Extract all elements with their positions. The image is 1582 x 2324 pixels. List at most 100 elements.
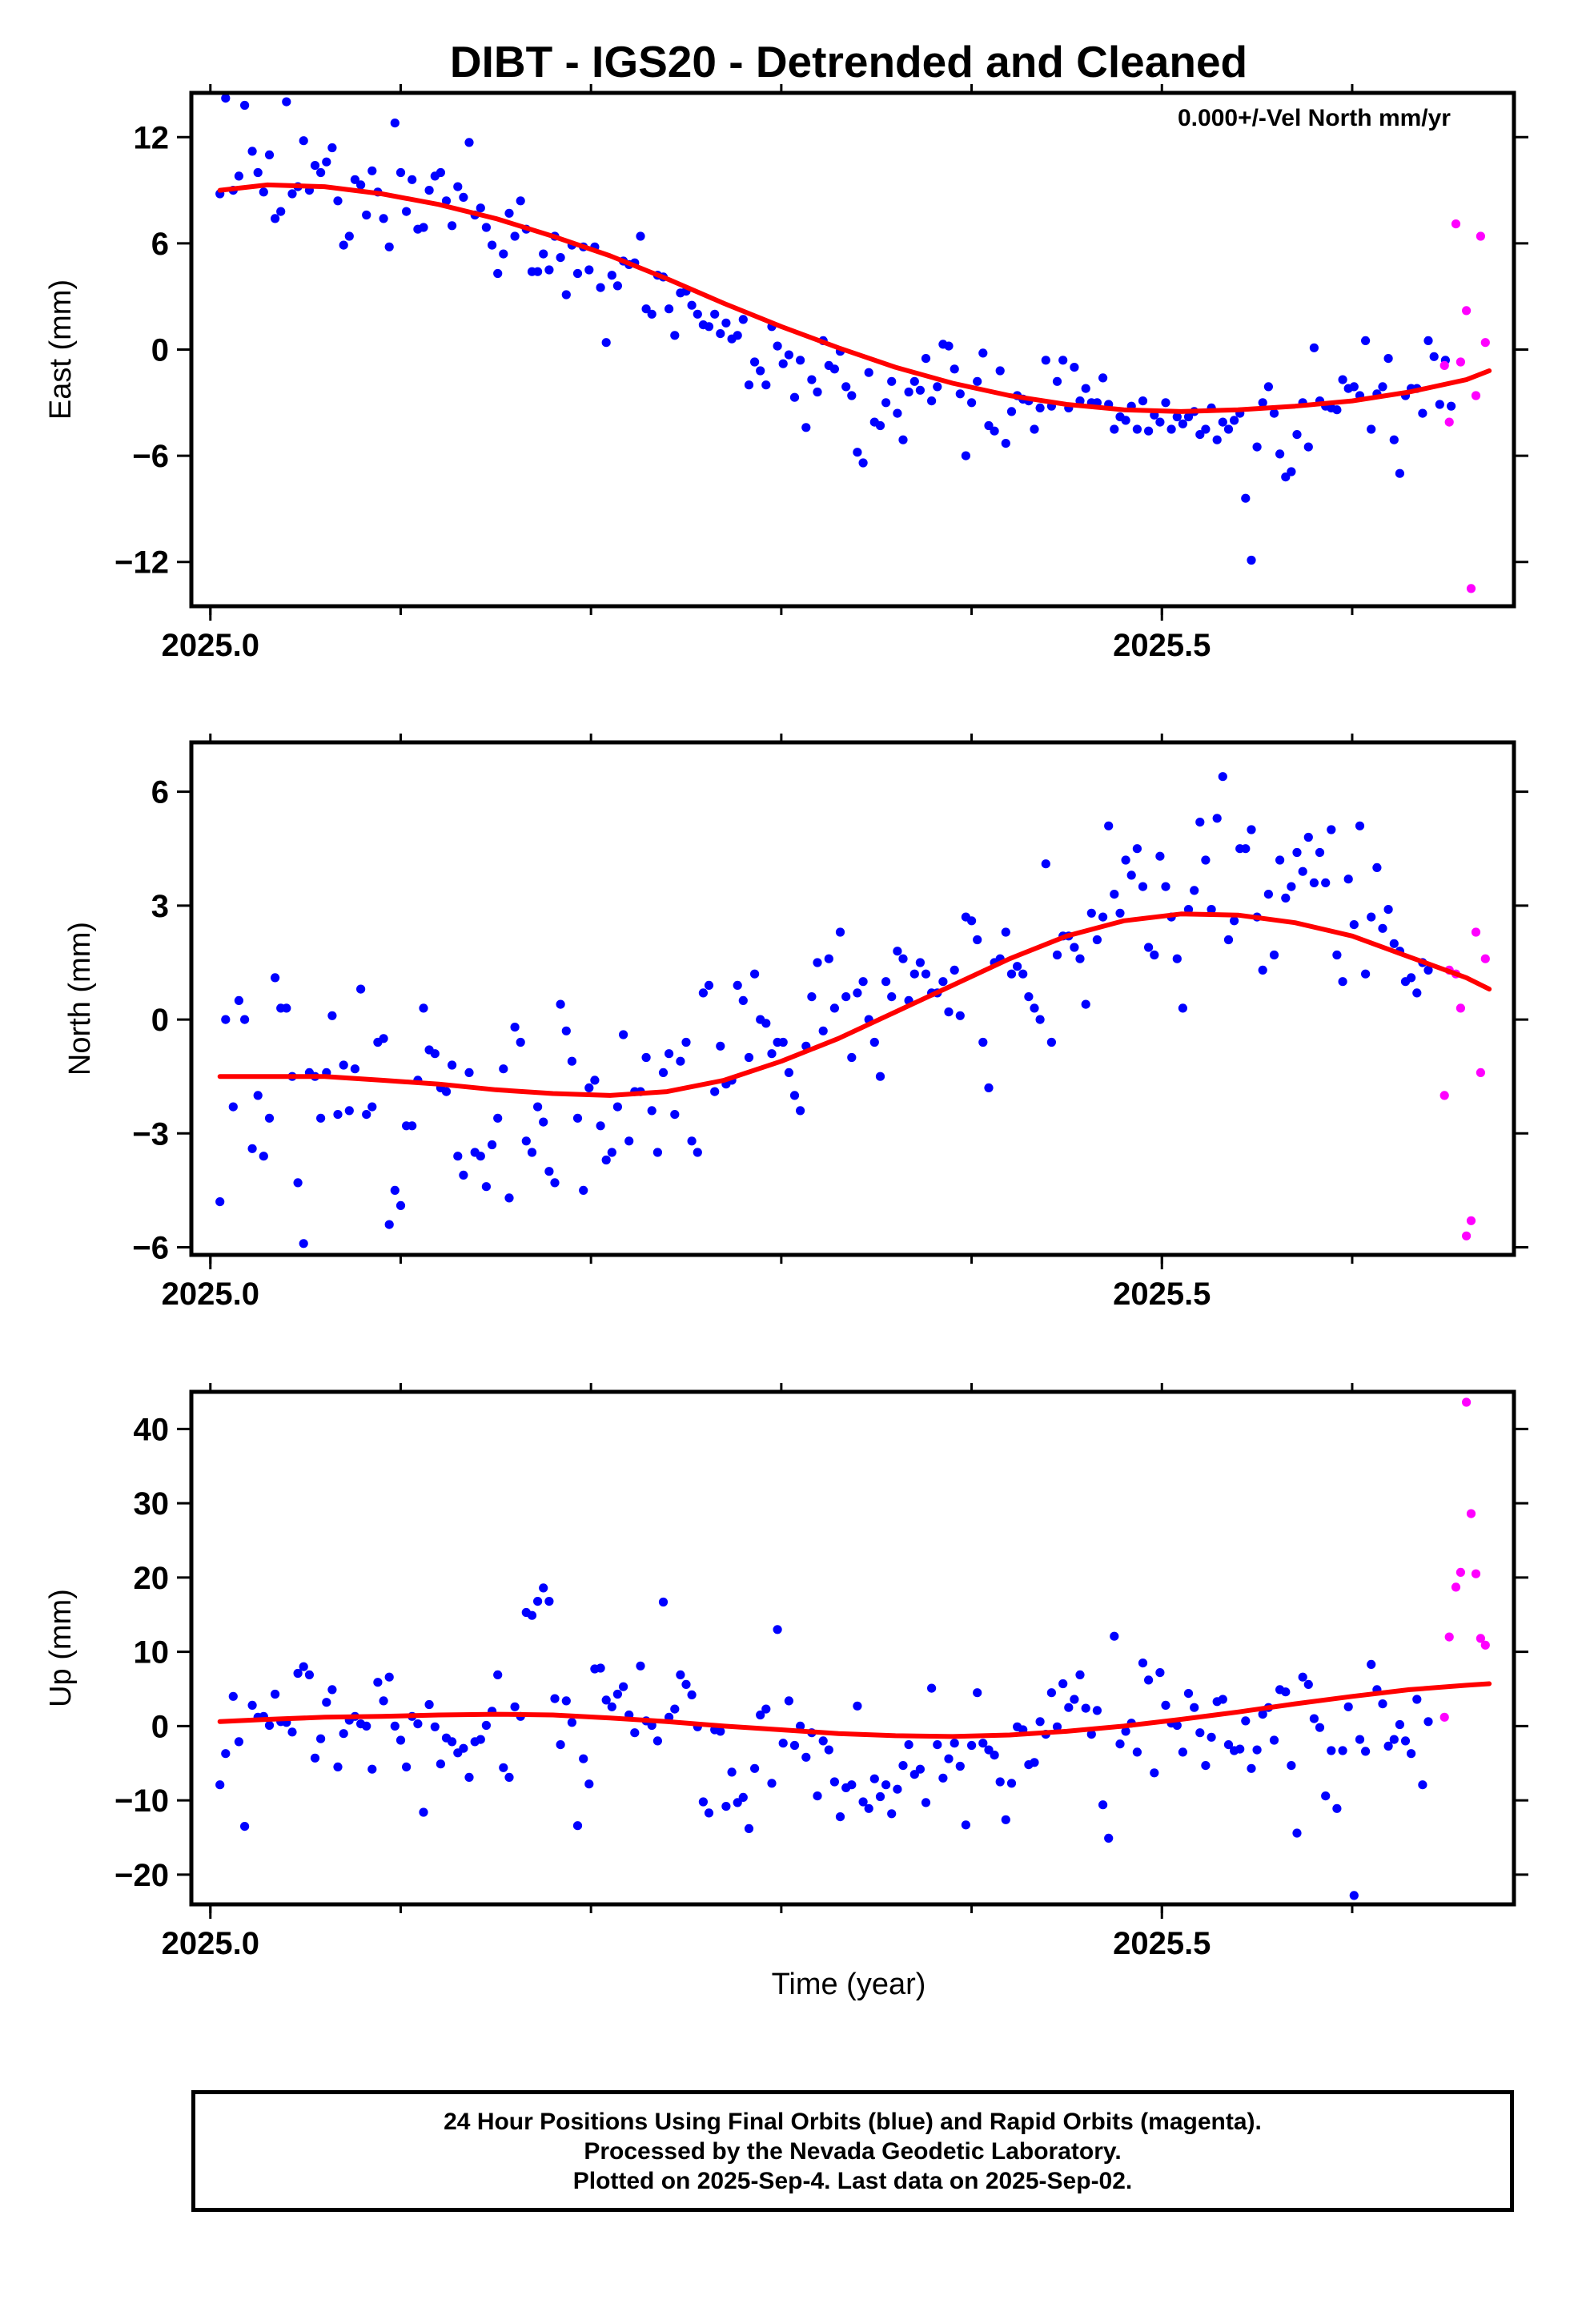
north-final-point <box>1081 999 1090 1009</box>
north-final-point <box>1269 950 1279 960</box>
east-final-point <box>333 196 343 206</box>
east-rapid-point <box>1439 360 1449 370</box>
east-final-point <box>744 380 754 390</box>
east-final-point <box>584 265 594 275</box>
up-final-point <box>1183 1689 1194 1699</box>
east-final-point <box>464 138 474 147</box>
up-rapid-point <box>1439 1712 1449 1722</box>
east-final-point <box>1121 416 1130 425</box>
east-final-point <box>853 448 862 457</box>
east-final-point <box>1218 417 1227 427</box>
up-final-point <box>875 1791 885 1802</box>
east-final-point <box>481 223 492 232</box>
up-final-point <box>898 1761 908 1771</box>
up-final-point <box>909 1770 919 1779</box>
up-final-point <box>1190 1703 1199 1712</box>
north-rapid-point <box>1456 1003 1465 1013</box>
east-final-point <box>259 187 268 197</box>
up-final-point <box>864 1803 873 1813</box>
north-final-point <box>835 927 845 937</box>
up-ticks: 2025.0 2025.5 40 30 20 10 0 −10 −20 <box>114 1383 1528 1961</box>
up-final-point <box>1383 1741 1393 1751</box>
north-final-point <box>1183 905 1194 915</box>
east-final-point <box>1367 424 1376 434</box>
north-final-point <box>624 1136 634 1146</box>
east-final-point <box>1201 424 1211 434</box>
north-final-point <box>1338 977 1347 987</box>
north-rapid-point <box>1462 1231 1472 1240</box>
up-y-tick-label: 30 <box>134 1486 170 1522</box>
north-final-point <box>658 1068 669 1077</box>
east-final-point <box>784 350 794 360</box>
north-final-point <box>430 1049 440 1059</box>
north-final-point <box>350 1064 359 1074</box>
up-final-point <box>464 1772 474 1782</box>
north-final-point <box>1121 855 1130 865</box>
north-final-point <box>1126 870 1136 880</box>
up-final-point <box>984 1745 994 1755</box>
up-final-point <box>1121 1727 1130 1736</box>
east-final-point <box>1166 424 1176 434</box>
east-final-point <box>778 359 788 368</box>
up-final-point <box>533 1597 543 1606</box>
north-final-point <box>1178 1003 1187 1013</box>
up-final-point <box>1086 1730 1096 1739</box>
up-final-point <box>1418 1780 1427 1790</box>
north-final-point <box>665 1049 674 1059</box>
north-final-point <box>556 999 565 1009</box>
east-final-point <box>1035 403 1045 412</box>
timeseries-chart: DIBT - IGS20 - Detrended and Cleaned 202… <box>44 37 1528 2001</box>
up-final-point <box>271 1689 280 1699</box>
east-final-point <box>1001 439 1010 448</box>
east-final-point <box>510 231 520 241</box>
east-rapid-point <box>1480 338 1490 348</box>
up-final-point <box>584 1779 594 1789</box>
up-final-point <box>658 1597 669 1607</box>
east-final-point <box>710 309 720 319</box>
up-final-point <box>750 1763 760 1773</box>
north-final-point <box>601 1155 611 1165</box>
east-final-point <box>944 341 954 351</box>
north-final-point <box>344 1106 354 1116</box>
north-final-point <box>767 1049 777 1059</box>
up-final-point <box>1235 1744 1245 1754</box>
up-final-point <box>493 1670 503 1679</box>
up-final-point <box>738 1792 748 1802</box>
north-final-point <box>1223 935 1234 945</box>
up-final-point <box>1269 1735 1279 1745</box>
north-final-point <box>1172 954 1182 963</box>
up-final-point <box>698 1797 709 1807</box>
north-final-point <box>259 1152 268 1161</box>
east-final-point <box>441 196 452 206</box>
east-final-point <box>1161 398 1170 408</box>
up-y-tick-label: 0 <box>151 1709 169 1744</box>
north-final-point <box>1086 908 1096 918</box>
up-final-point <box>813 1791 822 1801</box>
east-final-point <box>276 207 286 216</box>
east-final-point <box>875 420 885 431</box>
east-final-point <box>299 136 308 146</box>
north-rapid-point <box>1466 1216 1476 1225</box>
up-final-point <box>436 1759 446 1769</box>
north-final-point <box>271 973 280 983</box>
up-final-point <box>1321 1791 1331 1801</box>
east-final-point <box>247 147 257 156</box>
up-final-point <box>904 1740 913 1750</box>
up-final-point <box>704 1808 714 1818</box>
east-final-point <box>733 331 742 340</box>
up-y-tick-label: −20 <box>114 1858 169 1893</box>
up-final-point <box>687 1690 697 1699</box>
up-final-point <box>299 1662 308 1671</box>
north-final-point <box>264 1113 275 1123</box>
east-final-point <box>448 221 457 231</box>
east-final-point <box>1212 435 1222 444</box>
north-final-point <box>1030 1003 1039 1013</box>
east-final-point <box>1195 430 1205 440</box>
east-final-point <box>1052 376 1062 386</box>
east-final-point <box>1292 430 1302 440</box>
east-final-point <box>1006 407 1017 416</box>
up-y-tick-label: 40 <box>134 1412 170 1447</box>
up-final-point <box>384 1672 394 1682</box>
up-final-point <box>596 1663 605 1673</box>
up-rapid-point <box>1476 1634 1485 1643</box>
